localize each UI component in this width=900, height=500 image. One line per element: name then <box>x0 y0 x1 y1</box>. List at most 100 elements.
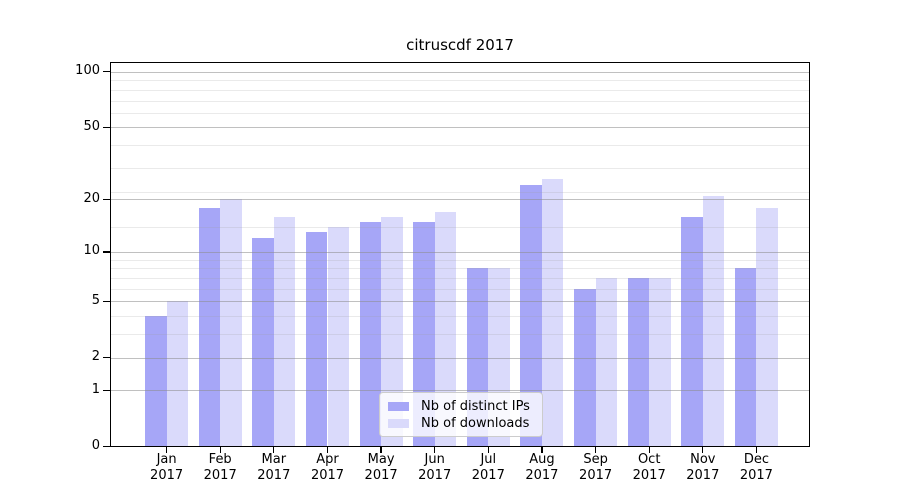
gridline-major-10 <box>110 251 810 253</box>
y-axis-tick-mark-0 <box>103 446 110 448</box>
gridline-minor-14 <box>110 226 810 228</box>
bar-downloads-dec <box>756 207 778 447</box>
x-tick-year: 2017 <box>310 467 345 483</box>
x-tick-year: 2017 <box>579 467 613 483</box>
gridline-minor-8 <box>110 268 810 270</box>
gridline-minor-9 <box>110 259 810 261</box>
x-axis-tick-mark-oct <box>648 447 650 453</box>
bar-distinct-ips-sep <box>574 288 596 447</box>
x-axis-tick-mark-sep <box>594 447 597 453</box>
gridline-minor-70 <box>110 100 810 102</box>
x-axis-tick-label-dec: Dec 2017 <box>716 452 796 483</box>
x-tick-month: Mar <box>261 452 287 467</box>
x-tick-month: Oct <box>637 452 661 467</box>
x-axis-tick-label-may: May 2017 <box>341 452 421 483</box>
chart-title: citruscdf 2017 <box>406 36 514 54</box>
x-tick-year: 2017 <box>364 467 398 483</box>
gridline-minor-3 <box>110 334 810 336</box>
x-axis-tick-mark-jan <box>165 447 168 453</box>
bar-distinct-ips-oct <box>627 277 650 447</box>
y-axis-tick-mark-2 <box>103 356 110 359</box>
x-axis-tick-label-nov: Nov 2017 <box>663 452 743 483</box>
x-axis-tick-mark-jun <box>434 447 436 453</box>
y-axis-tick-label-0: 0 <box>91 438 100 454</box>
legend-entry-distinct-ips: Nb of distinct IPs <box>388 399 536 414</box>
x-tick-year: 2017 <box>739 467 773 483</box>
x-axis-tick-mark-jul <box>487 447 489 453</box>
x-tick-month: Feb <box>208 452 232 467</box>
bar-downloads-may <box>381 216 403 447</box>
bar-downloads-feb <box>220 199 242 447</box>
y-axis-tick-mark-50 <box>103 126 110 128</box>
x-tick-month: Jul <box>480 452 497 467</box>
x-tick-month: Dec <box>743 452 769 467</box>
y-axis-tick-label-2: 2 <box>91 349 100 364</box>
y-axis-tick-mark-10 <box>103 251 110 253</box>
y-axis-tick-label-100: 100 <box>75 63 100 79</box>
gridline-major-100 <box>110 71 810 73</box>
x-tick-year: 2017 <box>257 467 291 483</box>
bar-distinct-ips-nov <box>681 216 703 447</box>
gridline-minor-90 <box>110 80 810 82</box>
gridline-minor-6 <box>110 288 810 290</box>
y-axis-tick-label-5: 5 <box>91 292 100 308</box>
bar-distinct-ips-aug <box>520 185 542 447</box>
x-tick-month: Aug <box>529 452 555 467</box>
gridline-minor-30 <box>110 167 810 169</box>
bar-downloads-jun <box>434 211 457 447</box>
x-axis-tick-label-mar: Mar 2017 <box>234 452 314 483</box>
y-axis-tick-mark-100 <box>103 71 110 73</box>
gridline-minor-40 <box>110 145 810 147</box>
x-tick-year: 2017 <box>471 467 505 483</box>
x-tick-year: 2017 <box>150 467 184 483</box>
x-axis-tick-mark-apr <box>326 447 329 453</box>
x-axis-tick-mark-feb <box>219 447 221 453</box>
x-axis-tick-mark-mar <box>273 447 275 453</box>
bar-distinct-ips-mar <box>252 238 274 447</box>
x-axis-tick-mark-aug <box>541 447 543 453</box>
legend-swatch-distinct-ips <box>388 402 409 411</box>
legend: Nb of distinct IPs Nb of downloads <box>379 392 543 437</box>
gridline-minor-22 <box>110 192 810 193</box>
bar-downloads-sep <box>595 277 618 447</box>
gridline-minor-80 <box>110 89 810 91</box>
x-tick-month: Nov <box>690 452 716 467</box>
y-axis-tick-label-10: 10 <box>83 243 100 259</box>
x-tick-year: 2017 <box>418 467 452 483</box>
bar-downloads-oct <box>649 277 671 447</box>
bar-distinct-ips-feb <box>198 207 221 447</box>
x-axis-tick-label-jan: Jan 2017 <box>127 452 207 483</box>
x-axis-tick-mark-may <box>380 447 382 453</box>
x-axis-tick-label-apr: Apr 2017 <box>288 452 368 483</box>
bar-downloads-jan <box>166 301 189 447</box>
x-axis-tick-mark-nov <box>702 447 704 453</box>
y-axis-tick-mark-1 <box>103 389 110 391</box>
gridline-major-1 <box>110 390 810 392</box>
x-axis-tick-mark-dec <box>755 447 758 453</box>
gridline-major-20 <box>110 199 810 201</box>
y-axis-tick-label-50: 50 <box>83 118 100 134</box>
y-axis-tick-label-20: 20 <box>83 190 100 206</box>
gridline-major-50 <box>110 127 810 129</box>
bar-downloads-aug <box>541 179 564 447</box>
x-tick-month: Jan <box>156 452 177 467</box>
bar-downloads-mar <box>273 216 296 447</box>
x-tick-year: 2017 <box>203 467 237 483</box>
x-axis-tick-label-oct: Oct 2017 <box>609 452 689 483</box>
legend-label-downloads: Nb of downloads <box>421 416 530 431</box>
legend-swatch-downloads <box>388 419 409 428</box>
x-tick-month: Jun <box>424 452 445 467</box>
plot-area <box>110 62 810 447</box>
bar-distinct-ips-dec <box>734 268 757 447</box>
bar-distinct-ips-jan <box>145 316 167 447</box>
x-tick-year: 2017 <box>525 467 559 483</box>
gridline-major-5 <box>110 301 810 303</box>
bar-downloads-apr <box>327 226 350 447</box>
gridline-minor-60 <box>110 112 810 114</box>
x-tick-month: Sep <box>583 452 608 467</box>
gridline-major-2 <box>110 357 810 359</box>
x-tick-year: 2017 <box>632 467 666 483</box>
x-tick-month: May <box>367 452 395 467</box>
x-axis-tick-label-feb: Feb 2017 <box>180 452 260 483</box>
x-axis-tick-label-jul: Jul 2017 <box>448 452 528 483</box>
